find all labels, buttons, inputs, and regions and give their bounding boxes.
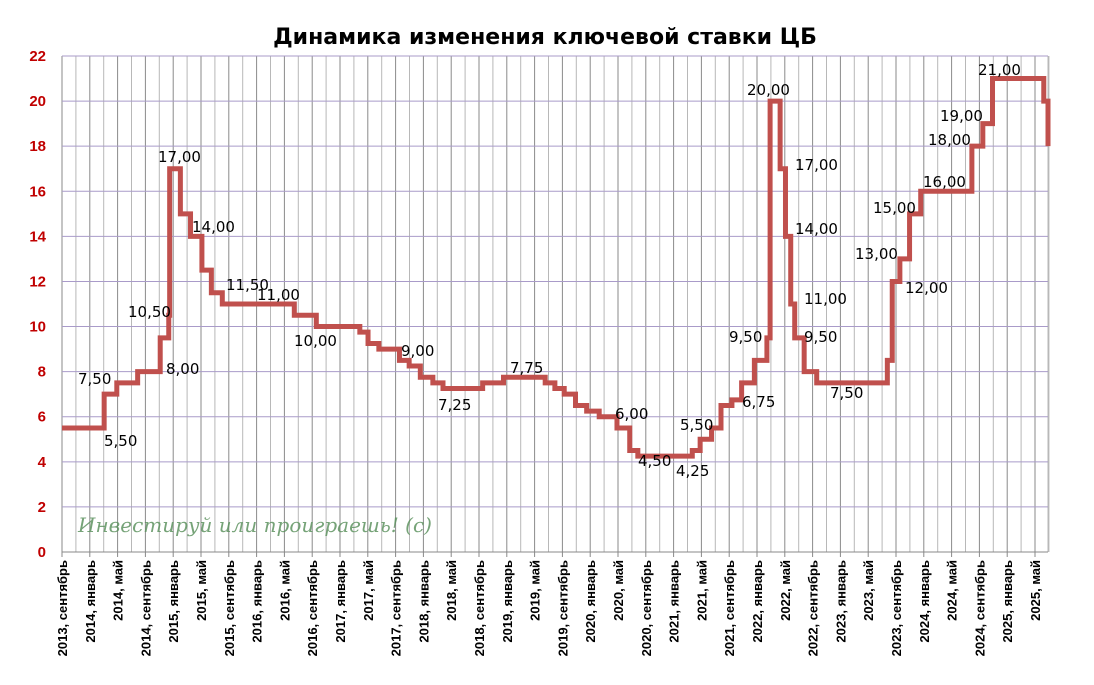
data-label: 8,00 [166,360,199,378]
x-tick-label: 2014, май [111,560,126,621]
data-label: 15,00 [873,199,916,217]
y-tick-label: 8 [38,364,46,381]
data-label: 7,50 [78,370,111,388]
data-label: 9,00 [401,342,434,360]
data-label: 6,00 [615,405,648,423]
data-label: 9,50 [804,328,837,346]
data-label: 14,00 [795,220,838,238]
data-label: 20,00 [747,81,790,99]
x-tick-label: 2024, январь [917,560,932,643]
x-tick-label: 2023, май [861,560,876,621]
y-tick-label: 14 [29,228,46,245]
x-tick-label: 2015, январь [166,560,181,643]
data-label: 14,00 [192,218,235,236]
data-label: 11,50 [226,276,269,294]
x-tick-label: 2025, май [1028,560,1043,621]
data-label: 17,00 [795,156,838,174]
data-label: 4,25 [676,462,709,480]
y-tick-label: 4 [38,454,47,471]
x-tick-label: 2014, январь [83,560,98,643]
data-label: 13,00 [855,245,898,263]
x-tick-label: 2015, май [194,560,209,621]
x-tick-label: 2017, май [361,560,376,621]
data-label: 17,00 [158,148,201,166]
x-tick-label: 2015, сентябрь [222,560,237,656]
x-tick-label: 2013, сентябрь [55,560,70,656]
data-label: 7,75 [510,359,543,377]
y-tick-label: 18 [29,138,46,155]
x-tick-label: 2016, сентябрь [305,560,320,656]
key-rate-line [62,76,1051,459]
x-tick-label: 2024, май [945,560,960,621]
x-tick-label: 2016, январь [250,560,265,643]
y-tick-label: 6 [38,409,46,426]
y-tick-label: 22 [29,48,46,65]
data-label: 16,00 [923,173,966,191]
x-tick-label: 2019, май [528,560,543,621]
x-tick-label: 2020, сентябрь [639,560,654,656]
x-tick-label: 2014, сентябрь [138,560,153,656]
x-tick-label: 2021, сентябрь [722,560,737,656]
data-label: 11,00 [257,286,300,304]
data-label: 21,00 [978,61,1021,79]
data-label: 7,25 [438,396,471,414]
data-label: 4,50 [638,452,671,470]
x-tick-label: 2019, январь [500,560,515,643]
x-tick-label: 2016, май [277,560,292,621]
x-tick-label: 2020, май [611,560,626,621]
x-tick-label: 2018, май [444,560,459,621]
x-tick-label: 2017, сентябрь [389,560,404,656]
data-label: 18,00 [928,131,971,149]
x-tick-label: 2019, сентябрь [555,560,570,656]
x-tick-label: 2020, январь [583,560,598,643]
data-label: 6,75 [742,393,775,411]
x-tick-label: 2022, январь [750,560,765,643]
data-label: 7,50 [830,384,863,402]
y-tick-label: 2 [38,499,46,516]
x-tick-label: 2017, январь [333,560,348,643]
chart-title: Динамика изменения ключевой ставки ЦБ [273,25,817,50]
data-label: 5,50 [104,432,137,450]
x-tick-label: 2025, январь [1000,560,1015,643]
data-label: 10,50 [128,303,171,321]
x-tick-label: 2018, январь [416,560,431,643]
x-tick-label: 2022, сентябрь [806,560,821,656]
data-label: 10,00 [294,332,337,350]
data-label: 12,00 [905,279,948,297]
y-tick-label: 20 [29,93,46,110]
x-tick-label: 2018, сентябрь [472,560,487,656]
data-label: 19,00 [940,107,983,125]
x-tick-label: 2023, январь [833,560,848,643]
data-label: 11,00 [804,290,847,308]
y-tick-label: 16 [29,183,46,200]
x-tick-label: 2022, май [778,560,793,621]
x-tick-label: 2023, сентябрь [889,560,904,656]
data-label: 9,50 [729,328,762,346]
y-tick-label: 10 [29,319,46,336]
x-tick-label: 2024, сентябрь [972,560,987,656]
x-tick-label: 2021, май [694,560,709,621]
watermark: Инвестируй или проиграешь! (с) [77,513,432,537]
x-tick-label: 2021, январь [667,560,682,643]
y-tick-label: 0 [38,544,46,561]
y-tick-label: 12 [29,273,46,290]
data-label: 5,50 [680,416,713,434]
